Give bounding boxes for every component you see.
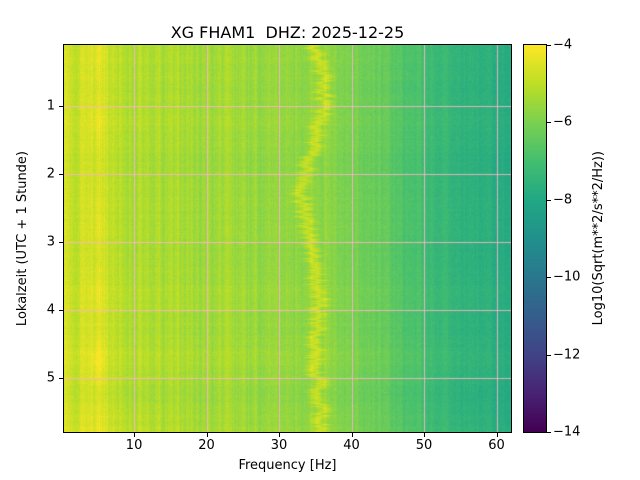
x-tick-mark [206, 433, 208, 437]
x-tick-label: 20 [198, 438, 215, 453]
colorbar-tick-mark [547, 277, 551, 279]
colorbar-label-container: Log10(Sqrt(m**2/s**2/Hz)) [589, 44, 608, 433]
colorbar-label: Log10(Sqrt(m**2/s**2/Hz)) [591, 151, 606, 326]
x-tick-label: 60 [488, 438, 505, 453]
y-tick-label: 5 [46, 370, 55, 386]
colorbar-tick-label: −10 [553, 269, 581, 285]
colorbar-tick-mark [547, 354, 551, 356]
x-tick-label: 50 [415, 438, 433, 453]
colorbar-tick-mark [547, 122, 551, 124]
colorbar-tick-label: −12 [553, 347, 581, 363]
y-axis-label-container: Lokalzeit (UTC + 1 Stunde) [13, 44, 32, 433]
x-tick-mark [134, 433, 136, 437]
y-tick-mark [59, 309, 63, 311]
y-tick-mark [59, 106, 63, 108]
y-tick-label: 4 [46, 302, 55, 318]
x-tick-mark [424, 433, 426, 437]
x-tick-label: 10 [125, 438, 143, 453]
y-tick-label: 3 [46, 234, 55, 250]
y-tick-label: 2 [46, 166, 55, 182]
y-tick-mark [59, 377, 63, 379]
x-tick-label: 30 [270, 438, 288, 453]
y-axis-label: Lokalzeit (UTC + 1 Stunde) [15, 150, 30, 327]
colorbar-tick-label: −6 [553, 114, 573, 130]
x-tick-mark [279, 433, 281, 437]
x-axis-label: Frequency [Hz] [238, 458, 337, 473]
colorbar-tick-label: −14 [553, 424, 581, 440]
spectrogram-canvas [64, 45, 511, 432]
colorbar-tick-label: −4 [553, 37, 573, 53]
colorbar-tick-mark [547, 45, 551, 46]
y-tick-mark [59, 174, 63, 175]
colorbar-canvas [524, 45, 546, 432]
x-tick-label: 40 [343, 438, 360, 453]
colorbar-tick-mark [547, 199, 551, 201]
x-tick-mark [351, 433, 353, 437]
colorbar-tick-label: −8 [553, 192, 573, 208]
x-tick-mark [496, 433, 498, 437]
y-tick-mark [59, 241, 63, 243]
chart-title: XG FHAM1 DHZ: 2025-12-25 [170, 23, 405, 42]
plot-area [63, 44, 512, 433]
y-tick-label: 1 [46, 98, 55, 114]
colorbar-tick-mark [547, 432, 551, 433]
colorbar [523, 44, 547, 433]
